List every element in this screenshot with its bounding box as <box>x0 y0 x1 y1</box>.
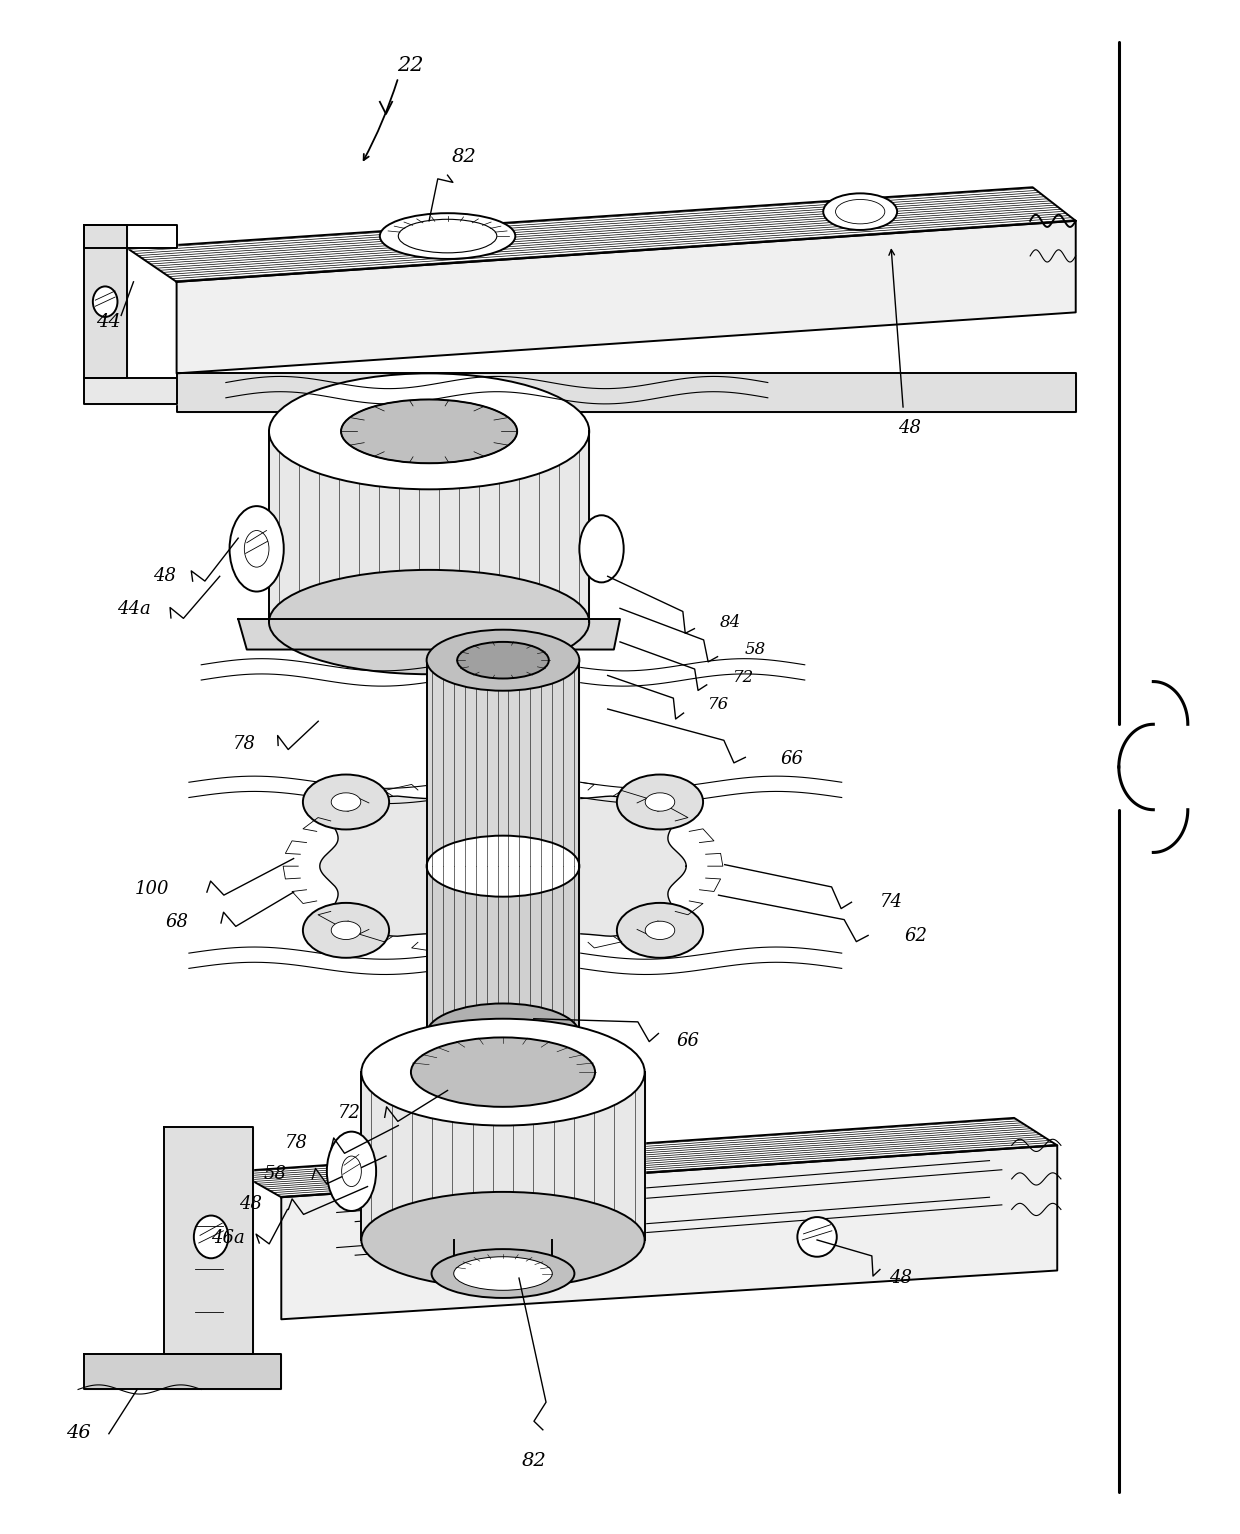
Polygon shape <box>238 620 620 649</box>
Text: 76: 76 <box>708 696 729 713</box>
Ellipse shape <box>410 1037 595 1108</box>
Ellipse shape <box>379 213 516 259</box>
Text: 82: 82 <box>451 147 476 166</box>
Ellipse shape <box>244 531 269 568</box>
Polygon shape <box>269 431 589 623</box>
Polygon shape <box>176 373 1076 411</box>
Polygon shape <box>176 221 1076 373</box>
Polygon shape <box>84 1355 281 1390</box>
Text: 78: 78 <box>284 1135 308 1152</box>
Ellipse shape <box>327 1132 376 1210</box>
Ellipse shape <box>342 1157 361 1187</box>
Ellipse shape <box>458 641 549 678</box>
Ellipse shape <box>303 904 389 957</box>
Ellipse shape <box>361 1019 645 1126</box>
Ellipse shape <box>269 571 589 675</box>
Ellipse shape <box>645 793 675 811</box>
Ellipse shape <box>427 836 579 897</box>
Polygon shape <box>84 377 176 403</box>
Text: 68: 68 <box>165 913 188 931</box>
Text: 100: 100 <box>135 879 169 897</box>
Text: 82: 82 <box>521 1451 546 1470</box>
Ellipse shape <box>454 1256 552 1290</box>
Ellipse shape <box>427 1003 579 1065</box>
Ellipse shape <box>645 922 675 939</box>
Polygon shape <box>454 1239 552 1273</box>
Text: 48: 48 <box>153 568 176 584</box>
Polygon shape <box>320 792 686 940</box>
Ellipse shape <box>836 199 885 224</box>
Text: 66: 66 <box>676 1032 699 1051</box>
Ellipse shape <box>341 399 517 463</box>
Text: 46a: 46a <box>212 1229 246 1247</box>
Polygon shape <box>84 225 176 249</box>
Ellipse shape <box>427 629 579 690</box>
Text: 78: 78 <box>233 735 255 753</box>
Ellipse shape <box>361 1192 645 1289</box>
Text: 46: 46 <box>66 1424 91 1442</box>
Text: 22: 22 <box>397 55 424 75</box>
Text: 44a: 44a <box>117 600 150 618</box>
Ellipse shape <box>193 1215 228 1258</box>
Text: 62: 62 <box>904 927 928 945</box>
Polygon shape <box>84 225 128 377</box>
Polygon shape <box>128 187 1076 282</box>
Polygon shape <box>236 1118 1058 1197</box>
Ellipse shape <box>432 1249 574 1298</box>
Ellipse shape <box>269 373 589 489</box>
Text: 72: 72 <box>337 1104 361 1121</box>
Ellipse shape <box>616 904 703 957</box>
Polygon shape <box>361 1072 645 1239</box>
Ellipse shape <box>797 1216 837 1256</box>
Text: 72: 72 <box>733 669 754 686</box>
Ellipse shape <box>823 193 897 230</box>
Polygon shape <box>281 1146 1058 1319</box>
Text: 58: 58 <box>745 641 766 658</box>
Polygon shape <box>164 1127 253 1355</box>
Text: 48: 48 <box>889 1269 913 1287</box>
Polygon shape <box>427 660 579 867</box>
Polygon shape <box>427 867 579 1034</box>
Text: 44: 44 <box>97 313 122 330</box>
Text: 58: 58 <box>264 1164 286 1183</box>
Ellipse shape <box>398 219 497 253</box>
Ellipse shape <box>579 515 624 583</box>
Text: 74: 74 <box>879 893 903 911</box>
Text: 66: 66 <box>781 750 804 769</box>
Text: 84: 84 <box>720 614 742 630</box>
Text: 48: 48 <box>898 419 921 437</box>
Ellipse shape <box>616 775 703 830</box>
Ellipse shape <box>331 922 361 939</box>
Ellipse shape <box>331 793 361 811</box>
Text: 48: 48 <box>239 1195 262 1213</box>
Ellipse shape <box>303 775 389 830</box>
Ellipse shape <box>229 506 284 592</box>
Ellipse shape <box>93 287 118 318</box>
